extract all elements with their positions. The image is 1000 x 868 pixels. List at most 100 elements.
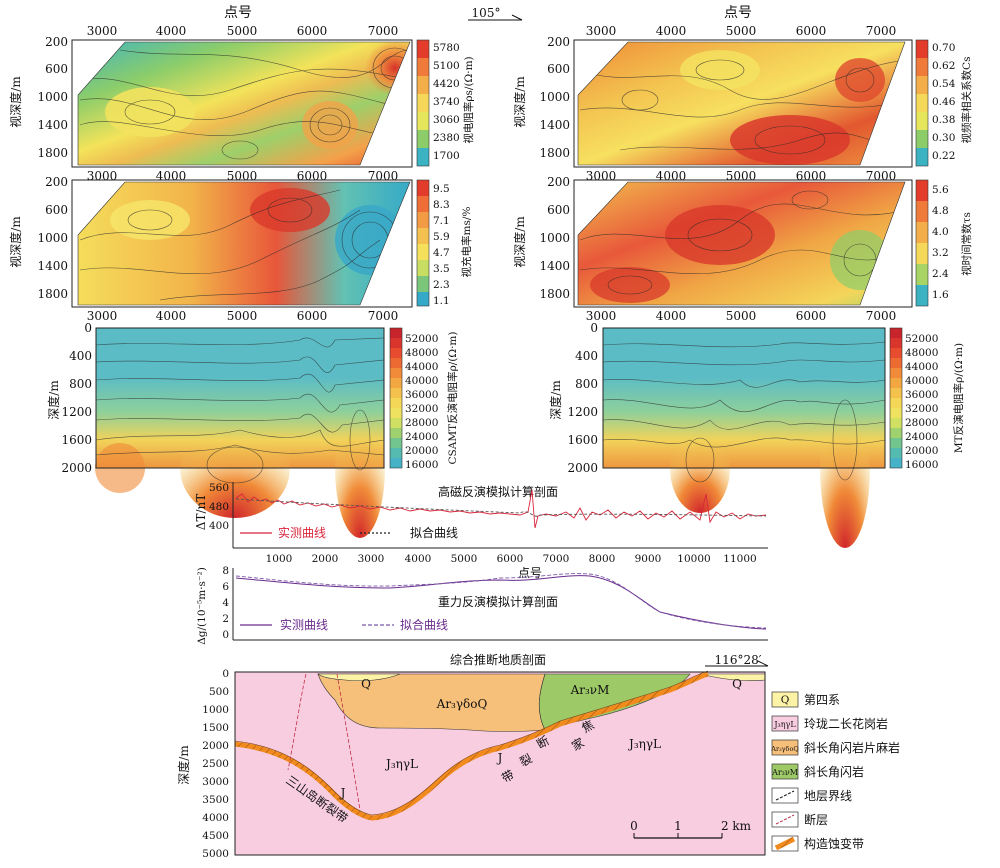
geo-label-j-mark-1: J — [339, 786, 346, 800]
legend-code-vm: Ar₃νM — [771, 768, 798, 777]
geo-ytick-9: 4000 — [202, 812, 229, 824]
tl-ytick-3: 1000 — [37, 90, 68, 104]
grav-measured-curve — [235, 575, 767, 630]
mt-contour-field — [602, 327, 886, 548]
mr-ytick-3: 1000 — [539, 231, 570, 245]
mag-xtick-5: 5000 — [451, 553, 478, 565]
mr-frame — [573, 179, 913, 308]
tr-legend-7: 0.22 — [932, 150, 955, 162]
mt-legend-1: 52000 — [905, 333, 938, 345]
cs-contour-field — [95, 327, 385, 538]
cs-legend-9: 20000 — [405, 445, 438, 457]
mt-legend-5: 36000 — [905, 389, 938, 401]
geo-ytick-4: 1500 — [202, 722, 229, 734]
ml-legend-1: 9.5 — [433, 183, 450, 195]
mt-legend-3: 44000 — [905, 361, 938, 373]
ml-contour-field — [78, 182, 410, 305]
mr-ytick-1: 200 — [547, 175, 570, 189]
fault-line-1 — [287, 673, 307, 771]
tl-ytick-5: 1800 — [37, 146, 68, 160]
ml-ytick-5: 1800 — [37, 287, 68, 301]
tl-frame — [71, 39, 413, 168]
tl-xtick-3: 5000 — [227, 24, 258, 38]
legend-item-granite: J₃ηγL 玲珑二长花岗岩 — [771, 715, 888, 732]
mt-ytick-2: 400 — [575, 349, 598, 363]
tr-xtick-5: 7000 — [866, 24, 897, 38]
mr-xtick-2: 4000 — [656, 309, 687, 323]
mr-ytick-5: 1800 — [539, 287, 570, 301]
tl-ytick-4: 1400 — [37, 118, 68, 132]
mag-xtick-4: 4000 — [405, 553, 432, 565]
ml-ylabel: 视深度/m — [8, 216, 23, 268]
cs-ytick-5: 1600 — [61, 433, 92, 447]
legend-label-j: 玲珑二长花岗岩 — [804, 716, 888, 731]
tr-frame — [573, 39, 913, 168]
mr-legend-1: 5.6 — [932, 184, 949, 196]
scale-2: 2 km — [721, 819, 752, 833]
scale-1: 1 — [674, 819, 682, 833]
ml-legend-4: 5.9 — [433, 231, 450, 243]
geo-label-granite-left: J₃ηγL — [384, 757, 418, 771]
cs-legend-10: 16000 — [405, 459, 438, 471]
mag-ytick-2: 480 — [209, 501, 229, 513]
legend-code-q: Q — [781, 694, 790, 706]
mt-ytick-3: 800 — [575, 377, 598, 391]
geo-ytick-10: 4500 — [202, 830, 229, 842]
ml-xtick-1: 3000 — [87, 309, 118, 323]
tl-legend-6: 2380 — [433, 132, 460, 144]
mag-ytick-3: 400 — [209, 520, 229, 532]
legend-label-gdq: 斜长角闪岩片麻岩 — [804, 740, 900, 755]
mag-ytick-1: 560 — [209, 482, 229, 494]
grav-legend-measured: 实测曲线 — [280, 617, 328, 632]
tl-ylabel: 视深度/m — [8, 76, 23, 128]
quaternary-left — [317, 673, 401, 682]
cs-legend-title: CSAMT反演电阻率ρ/(Ω·m) — [446, 332, 459, 465]
geo-label-gneiss: Ar₃γδoQ — [436, 697, 488, 711]
tl-xtick-1: 3000 — [87, 24, 118, 38]
legend-code-j: J₃ηγL — [773, 720, 796, 729]
geo-label-q-left: Q — [361, 677, 371, 691]
panel-csamt-inversion: 0 400 800 1200 1600 2000 深度/m — [46, 321, 459, 538]
mr-ytick-4: 1400 — [539, 259, 570, 273]
tl-xtick-b4: 6000 — [297, 169, 328, 183]
ml-xtick-5: 7000 — [368, 309, 399, 323]
azimuth-indicator: 116°28′ — [705, 653, 769, 667]
tr-contour-field — [578, 42, 905, 165]
mt-legend-8: 24000 — [905, 431, 938, 443]
mt-legend-6: 32000 — [905, 403, 938, 415]
ml-ytick-2: 600 — [45, 203, 68, 217]
mt-ylabel: 深度/m — [548, 380, 563, 420]
mr-ytick-2: 600 — [547, 203, 570, 217]
grav-fitted-curve — [235, 573, 767, 629]
tr-legend-title: 视频率相关系数Cs — [960, 57, 973, 144]
cs-legend-6: 32000 — [405, 403, 438, 415]
tr-legend-5: 0.38 — [932, 114, 955, 126]
legend-label-alteration: 构造蚀变带 — [804, 836, 864, 851]
tl-xtick-b3: 5000 — [227, 169, 258, 183]
geo-label-amphibolite: Ar₃νM — [570, 683, 610, 697]
geo-ytick-6: 2500 — [202, 758, 229, 770]
cs-ytick-3: 800 — [69, 377, 92, 391]
grav-legend-fitted: 拟合曲线 — [400, 617, 448, 632]
tl-legend-2: 5100 — [433, 60, 460, 72]
legend-label-fault: 断层 — [804, 812, 828, 827]
cs-legend-7: 28000 — [405, 417, 438, 429]
mt-legend-4: 40000 — [905, 375, 938, 387]
cs-legend-8: 24000 — [405, 431, 438, 443]
cs-legend-4: 40000 — [405, 375, 438, 387]
tr-legend-6: 0.30 — [932, 132, 955, 144]
panel-apparent-chargeability: 200 600 1000 1400 1800 3000 4000 5000 60… — [8, 175, 473, 323]
cs-colorbar — [389, 327, 403, 469]
direction-indicator: 105° — [468, 6, 523, 21]
tr-ylabel: 视深度/m — [512, 76, 527, 128]
mr-xtick-5: 7000 — [866, 309, 897, 323]
geo-ytick-5: 2000 — [202, 740, 229, 752]
legend-item-boundary: 地层界线 — [771, 787, 852, 804]
grav-ytick-5: 0 — [222, 629, 229, 641]
mr-legend-3: 4.0 — [932, 226, 949, 238]
ml-legend-8: 1.1 — [433, 295, 450, 307]
tl-ytick-1: 200 — [45, 35, 68, 49]
tr-ytick-5: 1800 — [539, 146, 570, 160]
